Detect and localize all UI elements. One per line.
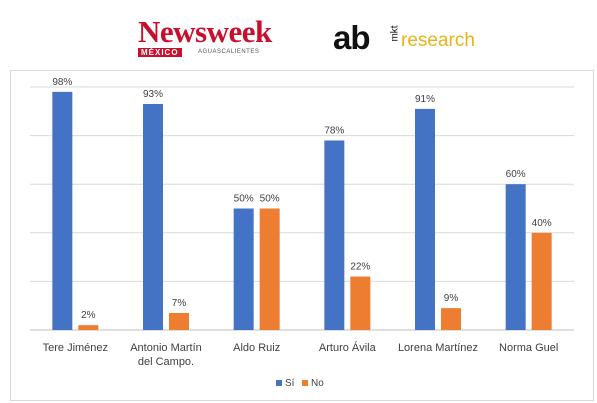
data-label-si-4: 91% (415, 94, 435, 105)
x-tick-labels: Tere Jiménez Antonio Martín del Campo. Aldo… (43, 341, 559, 368)
header-logos: Newsweek MÉXICO AGUASCALIENTES ab mkt re… (0, 0, 597, 66)
bar-si-1 (143, 104, 163, 330)
bars (52, 91, 552, 331)
legend: Sí No (276, 378, 324, 389)
bar-no-0 (78, 325, 99, 330)
data-label-si-1: 93% (143, 89, 163, 100)
data-labels: 98% 2% 93% 7% 50% 50% 78% 22% 91% 9% 60% 40% (52, 77, 551, 321)
newsweek-wordmark: Newsweek (138, 14, 272, 49)
x-tick-label-1-line0: Antonio Martín (130, 342, 202, 354)
x-tick-label-2: Aldo Ruiz (233, 342, 280, 354)
bar-si-2 (233, 208, 254, 330)
data-label-no-5: 40% (532, 218, 552, 229)
bar-no-5 (531, 232, 552, 330)
abmkt-research-logo: ab mkt research (333, 18, 493, 58)
data-label-si-2: 50% (234, 194, 254, 205)
data-label-si-3: 78% (324, 125, 344, 136)
data-label-no-1: 7% (172, 298, 187, 309)
ab-wordmark: ab (333, 19, 371, 56)
bar-si-3 (324, 140, 345, 330)
x-tick-label-0: Tere Jiménez (43, 342, 108, 354)
x-tick-label-3: Arturo Ávila (319, 341, 377, 354)
x-tick-label-1-line1: del Campo. (138, 356, 194, 368)
x-tick-label-5: Norma Guel (499, 342, 558, 354)
legend-swatch-si (276, 380, 282, 386)
data-label-si-0: 98% (52, 77, 72, 88)
data-label-no-4: 9% (444, 293, 459, 304)
data-label-no-0: 2% (81, 310, 96, 321)
data-label-no-2: 50% (260, 194, 280, 205)
gridlines (30, 86, 574, 331)
legend-label-si: Sí (285, 378, 295, 389)
data-label-si-5: 60% (506, 169, 526, 180)
legend-label-no: No (311, 378, 324, 389)
chart-frame (10, 70, 594, 401)
data-label-no-3: 22% (350, 262, 370, 273)
newsweek-city: AGUASCALIENTES (198, 49, 260, 55)
bar-si-0 (52, 91, 73, 330)
research-wordmark: research (401, 30, 475, 51)
newsweek-subline: MÉXICO AGUASCALIENTES (138, 48, 303, 57)
bar-si-4 (415, 108, 435, 331)
bar-no-2 (259, 208, 280, 330)
bar-no-1 (169, 312, 189, 330)
legend-swatch-no (302, 380, 308, 386)
x-tick-label-4: Lorena Martínez (398, 342, 478, 354)
bar-no-4 (441, 308, 461, 330)
newsweek-edition: MÉXICO (138, 48, 182, 57)
bar-si-5 (505, 184, 526, 330)
newsweek-logo: Newsweek MÉXICO AGUASCALIENTES (138, 14, 308, 57)
bar-no-3 (350, 276, 371, 330)
